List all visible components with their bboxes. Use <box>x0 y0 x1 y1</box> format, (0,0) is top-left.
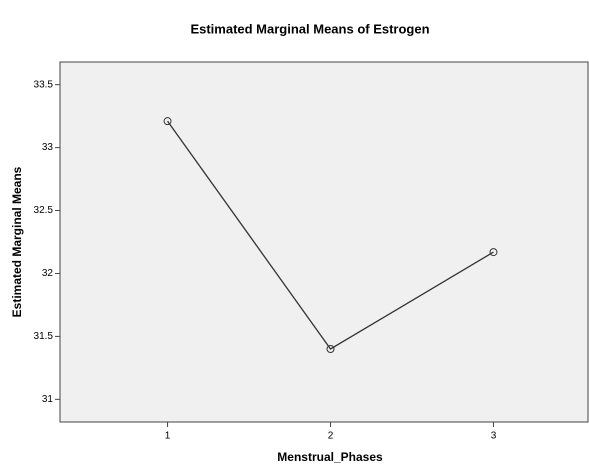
data-point <box>326 344 335 353</box>
chart-title: Estimated Marginal Means of Estrogen <box>190 21 429 36</box>
y-axis-label: Estimated Marginal Means <box>10 166 24 317</box>
x-tick-label: 2 <box>328 431 334 442</box>
x-tick-label: 1 <box>165 431 171 442</box>
plot-area <box>59 61 589 423</box>
y-tick-label: 32 <box>42 268 54 279</box>
data-point <box>163 117 172 126</box>
x-tick-label: 3 <box>491 431 497 442</box>
x-axis-label: Menstrual_Phases <box>277 450 383 464</box>
y-tick-label: 33.5 <box>34 79 54 90</box>
y-tick-label: 31.5 <box>34 331 54 342</box>
y-tick-label: 32.5 <box>34 205 54 216</box>
y-tick-label: 33 <box>42 142 54 153</box>
series-line <box>167 120 494 350</box>
data-point <box>489 248 498 257</box>
y-tick-label: 31 <box>42 394 54 405</box>
